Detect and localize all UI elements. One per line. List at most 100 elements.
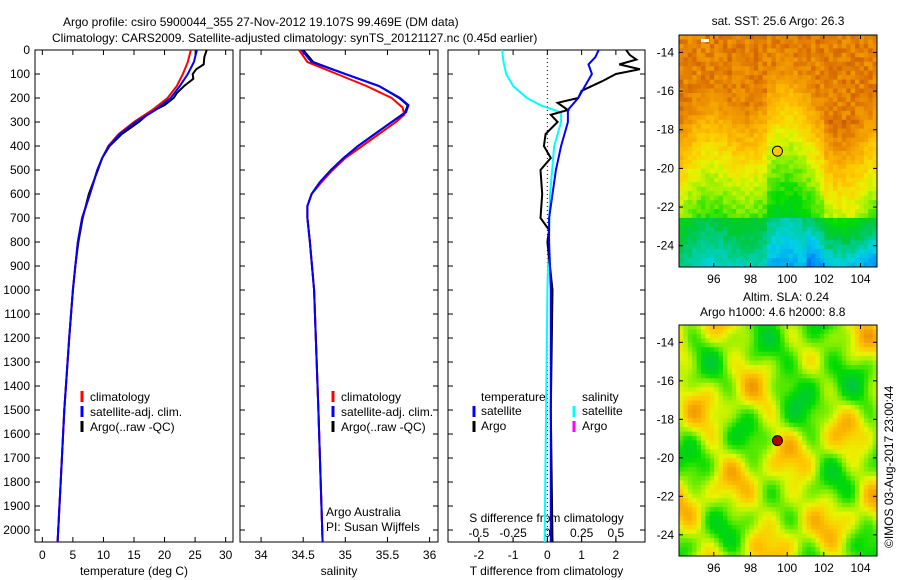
map-cell xyxy=(753,97,759,103)
map-cell xyxy=(745,93,750,98)
map-cell xyxy=(780,551,785,557)
map-cell xyxy=(692,356,697,361)
map-cell xyxy=(841,182,847,188)
map-cell xyxy=(833,369,838,375)
map-cell xyxy=(859,235,865,241)
map-cell xyxy=(815,249,821,255)
map-cell xyxy=(872,467,878,472)
map-cell xyxy=(859,378,865,384)
map-cell xyxy=(679,146,684,152)
map-cell xyxy=(833,467,838,472)
map-cell xyxy=(736,356,741,361)
map-cell xyxy=(872,458,878,464)
map-cell xyxy=(767,186,772,192)
map-cell xyxy=(767,360,772,366)
map-cell xyxy=(705,427,711,433)
map-cell xyxy=(780,48,785,54)
map-cell xyxy=(758,440,763,446)
map-cell xyxy=(762,106,768,112)
map-cell xyxy=(806,516,812,521)
map-cell xyxy=(859,462,865,468)
map-cell xyxy=(762,146,768,152)
map-cell xyxy=(850,101,856,107)
map-cell xyxy=(775,524,781,530)
map-cell xyxy=(784,124,790,130)
map-cell xyxy=(683,524,689,530)
map-cell xyxy=(806,369,812,375)
map-cell xyxy=(846,391,851,397)
map-cell xyxy=(819,253,825,259)
map-cell xyxy=(828,467,834,472)
map-cell xyxy=(714,511,719,517)
map-cell xyxy=(714,449,719,455)
map-cell xyxy=(797,66,803,72)
map-cell xyxy=(833,52,838,58)
map-cell xyxy=(727,511,733,517)
map-cell xyxy=(824,226,829,232)
map-cell xyxy=(775,413,781,419)
map-cell xyxy=(727,547,733,552)
map-cell xyxy=(692,52,697,58)
map-cell xyxy=(802,484,807,490)
map-cell xyxy=(855,84,860,89)
map-cell xyxy=(727,61,733,67)
map-cell xyxy=(850,168,856,174)
map-cell xyxy=(745,253,750,259)
map-cell xyxy=(718,213,724,219)
map-cell xyxy=(696,333,702,339)
x-tick-label: 0 xyxy=(39,548,46,562)
map-cell xyxy=(714,133,719,139)
map-cell xyxy=(758,347,763,353)
map-cell xyxy=(824,151,829,156)
map-cell xyxy=(850,106,856,112)
map-cell xyxy=(727,209,733,214)
map-cell xyxy=(806,75,812,81)
map-cell xyxy=(731,547,737,552)
map-cell xyxy=(815,133,821,139)
map-cell xyxy=(705,115,711,121)
map-cell xyxy=(723,520,728,526)
map-cell xyxy=(714,231,719,237)
map-cell xyxy=(718,342,724,348)
map-cell xyxy=(793,396,799,401)
map-cell xyxy=(762,356,768,361)
map-cell xyxy=(731,226,737,232)
map-cell xyxy=(797,191,803,197)
map-cell xyxy=(705,204,711,210)
map-cell xyxy=(692,61,697,67)
map-cell xyxy=(692,329,697,335)
map-cell xyxy=(701,258,706,263)
map-cell xyxy=(806,155,812,161)
map-cell xyxy=(802,351,807,357)
map-cell xyxy=(679,43,684,49)
map-cell xyxy=(780,418,785,424)
map-cell xyxy=(731,502,737,508)
map-cell xyxy=(696,476,702,481)
map-cell xyxy=(775,422,781,428)
map-cell xyxy=(841,124,847,130)
map-cell xyxy=(859,360,865,366)
map-cell xyxy=(819,137,825,143)
map-cell xyxy=(806,427,812,433)
map-cell xyxy=(753,409,759,415)
map-cell xyxy=(714,458,719,464)
map-cell xyxy=(753,262,759,268)
map-cell xyxy=(872,209,878,214)
map-cell xyxy=(859,119,865,125)
y-tick-label: 1100 xyxy=(4,307,30,321)
map-cell xyxy=(841,249,847,255)
map-cell xyxy=(863,75,869,81)
map-cell xyxy=(811,329,816,335)
map-cell xyxy=(749,369,755,375)
map-cell xyxy=(683,476,689,481)
map-cell xyxy=(687,262,693,268)
map-cell xyxy=(846,453,851,459)
map-cell xyxy=(802,110,807,116)
map-cell xyxy=(718,106,724,112)
map-cell xyxy=(692,396,697,401)
map-cell xyxy=(753,88,759,94)
map-cell xyxy=(683,387,689,393)
map-cell xyxy=(780,168,785,174)
map-cell xyxy=(727,378,733,384)
map-cell xyxy=(745,347,750,353)
